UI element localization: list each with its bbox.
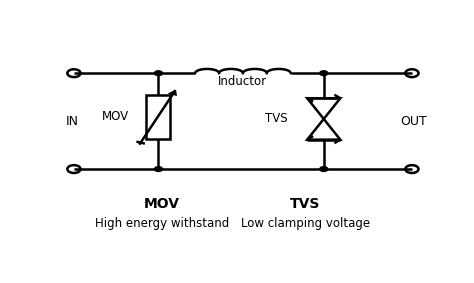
Text: Inductor: Inductor [219, 75, 267, 88]
Polygon shape [168, 90, 177, 95]
Polygon shape [307, 98, 340, 119]
Polygon shape [307, 119, 340, 140]
Circle shape [319, 167, 328, 171]
Text: Low clamping voltage: Low clamping voltage [241, 217, 370, 230]
Text: MOV: MOV [144, 197, 180, 211]
Circle shape [319, 71, 328, 76]
Text: OUT: OUT [401, 115, 427, 128]
Circle shape [155, 71, 163, 76]
Circle shape [155, 167, 163, 171]
Text: TVS: TVS [264, 112, 287, 125]
Text: TVS: TVS [290, 197, 320, 211]
FancyBboxPatch shape [146, 95, 170, 139]
Text: High energy withstand: High energy withstand [95, 217, 229, 230]
Text: IN: IN [65, 115, 79, 128]
Text: MOV: MOV [102, 110, 129, 123]
